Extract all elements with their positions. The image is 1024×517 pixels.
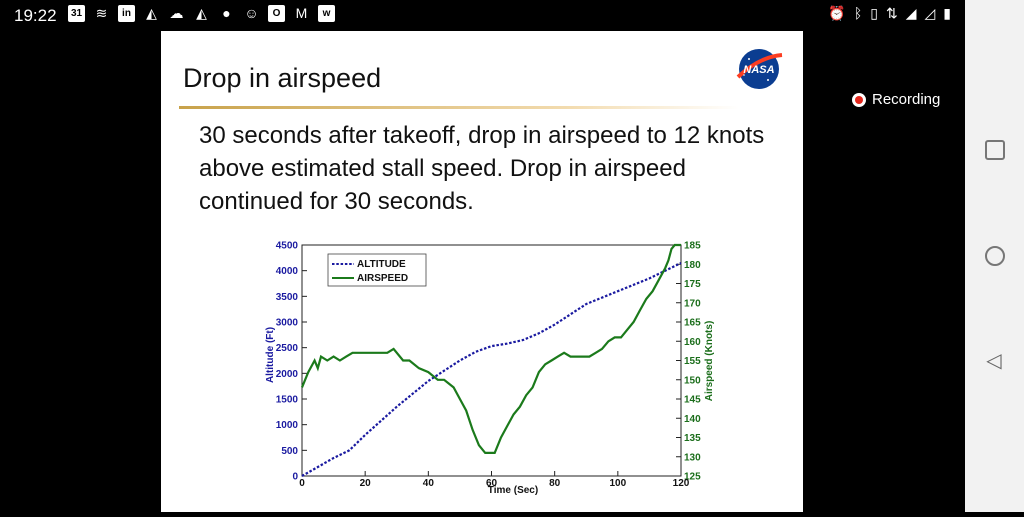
legend-label-airspeed: AIRSPEED — [357, 273, 408, 284]
bluetooth-icon: ᛒ — [853, 5, 863, 21]
x-tick-label: 120 — [673, 478, 690, 489]
slide-body-text: 30 seconds after takeoff, drop in airspe… — [199, 122, 765, 215]
series-line-altitude — [301, 262, 682, 477]
y2-tick-label: 185 — [684, 241, 701, 252]
system-icons: ⏰ ᛒ ▯ ⇅ ◢ ◿ ▮ — [828, 5, 951, 22]
series-line-airspeed — [300, 243, 681, 454]
y-tick-label: 2500 — [276, 343, 299, 354]
smiley-icon: ☺ — [244, 5, 259, 21]
data-arrows-icon: ⇅ — [885, 5, 898, 21]
x-tick-label: 40 — [423, 478, 435, 489]
y-tick-label: 500 — [281, 446, 298, 457]
y2-tick-label: 175 — [684, 279, 701, 290]
nasa-logo: NASA — [736, 49, 783, 89]
y2-tick-label: 125 — [684, 472, 701, 483]
calendar-icon: 31 — [68, 5, 85, 22]
chart-legend: ALTITUDE AIRSPEED — [327, 253, 427, 287]
recording-indicator[interactable]: Recording — [852, 91, 940, 108]
y-tick-label: 0 — [292, 472, 298, 483]
legend-box — [327, 253, 427, 287]
y-axis-title: Altitude (Ft) — [265, 327, 276, 383]
y2-tick-label: 140 — [684, 414, 701, 425]
cloud-icon: ☁ — [169, 5, 184, 21]
status-bar: 19:22 31 ≋ in ◭ ☁ ◭ ● ☺ O M w ⏰ ᛒ ▯ ⇅ ◢ … — [0, 0, 965, 30]
y-tick-label: 4500 — [276, 241, 299, 252]
layers-icon: ≋ — [95, 5, 108, 21]
presentation-slide: Drop in airspeed NASA 30 seconds after t… — [161, 31, 803, 512]
linkedin-icon: in — [118, 5, 135, 22]
y2-tick-label: 160 — [684, 337, 701, 348]
home-button[interactable] — [985, 246, 1005, 266]
notification-icons: 31 ≋ in ◭ ☁ ◭ ● ☺ O M w — [68, 5, 335, 22]
title-divider — [179, 106, 739, 109]
legend-label-altitude: ALTITUDE — [357, 259, 406, 270]
no-signal-icon: ◿ — [924, 5, 936, 21]
status-time: 19:22 — [14, 6, 57, 25]
x-tick-label: 60 — [486, 478, 498, 489]
waze-icon: w — [318, 5, 335, 22]
recents-button[interactable] — [985, 140, 1005, 160]
y-tick-label: 1000 — [276, 420, 299, 431]
chart-app-icon: ◭ — [196, 5, 207, 21]
gmail-icon: M — [295, 5, 308, 21]
y-tick-label: 3500 — [276, 292, 299, 303]
x-axis-title: Time (Sec) — [488, 485, 538, 496]
y2-axis-title: Airspeed (Knots) — [704, 321, 715, 402]
y2-tick-label: 150 — [684, 375, 701, 386]
vibrate-icon: ▯ — [870, 5, 878, 21]
nasa-logo-text: NASA — [743, 64, 774, 76]
y2-tick-label: 165 — [684, 318, 701, 329]
recording-label: Recording — [872, 91, 941, 108]
y2-tick-label: 130 — [684, 452, 701, 463]
x-tick-label: 80 — [549, 478, 561, 489]
y2-tick-label: 145 — [684, 395, 701, 406]
record-icon — [852, 92, 866, 107]
x-tick-label: 0 — [299, 478, 305, 489]
slide-title: Drop in airspeed — [183, 63, 382, 93]
chat-icon: ● — [222, 5, 231, 21]
chart-app-icon: ◭ — [146, 5, 157, 21]
android-nav-bar: ◁ — [965, 0, 1024, 512]
y-tick-label: 1500 — [276, 395, 299, 406]
signal-icon: ◢ — [905, 5, 917, 21]
back-button[interactable]: ◁ — [986, 350, 1002, 372]
x-tick-label: 20 — [360, 478, 372, 489]
y2-tick-label: 170 — [684, 298, 701, 309]
y-tick-label: 3000 — [276, 318, 299, 329]
x-tick-label: 100 — [609, 478, 626, 489]
alarm-icon: ⏰ — [828, 5, 846, 21]
y-tick-label: 4000 — [276, 266, 299, 277]
altitude-airspeed-chart: 0 500 1000 1500 2000 2500 3000 3500 4000 4500 125… — [256, 229, 806, 512]
outlook-icon: O — [268, 5, 285, 22]
battery-icon: ▮ — [943, 5, 951, 21]
y2-tick-label: 155 — [684, 356, 701, 367]
y2-tick-label: 135 — [684, 433, 701, 444]
y-tick-label: 2000 — [276, 369, 299, 380]
y2-tick-label: 180 — [684, 260, 701, 271]
